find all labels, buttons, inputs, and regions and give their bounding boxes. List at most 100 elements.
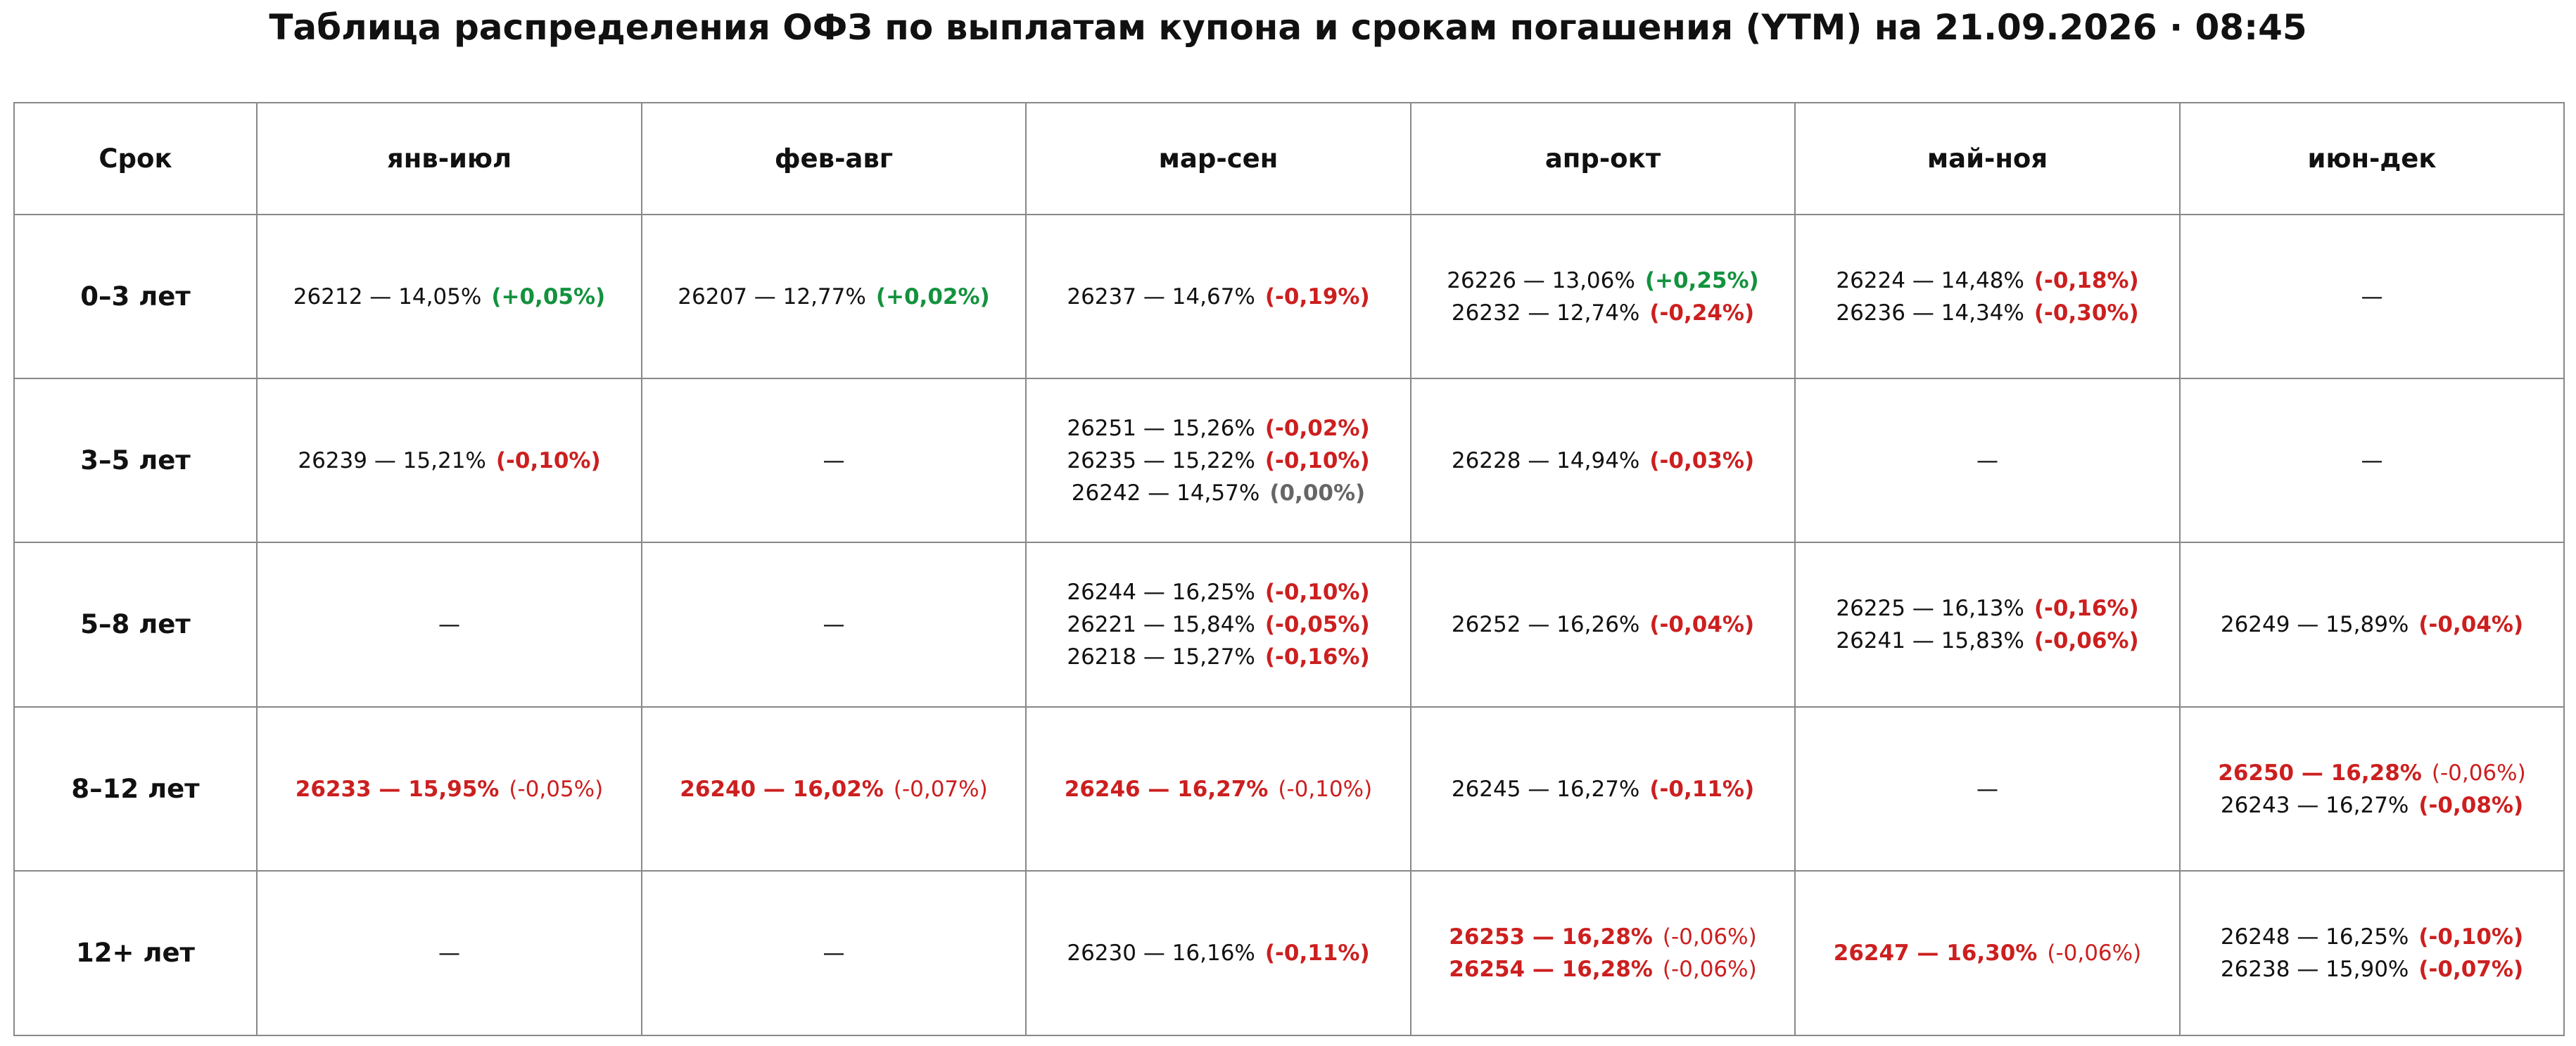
bond-entry: 26230 — 16,16% (-0,11%) <box>1067 937 1369 969</box>
bond-entry: 26226 — 13,06% (+0,25%) <box>1447 264 1758 297</box>
bond-entry: 26253 — 16,28% (-0,06%) <box>1449 921 1756 953</box>
bond-entry: 26248 — 16,25% (-0,10%) <box>2221 921 2523 953</box>
cell: 26246 — 16,27% (-0,10%) <box>1027 708 1411 872</box>
bond-yield: 26221 — 15,84% <box>1067 612 1255 637</box>
empty-cell: — <box>1796 379 2181 543</box>
bond-entry: 26252 — 16,26% (-0,04%) <box>1452 608 1754 641</box>
bond-entry: 26241 — 15,83% (-0,06%) <box>1836 625 2138 657</box>
yield-change: (-0,04%) <box>1649 612 1755 637</box>
bond-entry: 26246 — 16,27% (-0,10%) <box>1065 773 1372 805</box>
row-label: 3–5 лет <box>15 379 258 543</box>
bond-yield: 26248 — 16,25% <box>2220 924 2409 950</box>
bond-entry: 26243 — 16,27% (-0,08%) <box>2221 789 2523 822</box>
header-cell: июн-дек <box>2181 103 2565 215</box>
bond-yield: 26238 — 15,90% <box>2220 957 2409 982</box>
bond-entry: 26235 — 15,22% (-0,10%) <box>1067 445 1369 477</box>
bond-entry: 26242 — 14,57% (0,00%) <box>1072 477 1365 509</box>
yield-change: (-0,11%) <box>1649 776 1755 802</box>
bond-entry: 26250 — 16,28% (-0,06%) <box>2218 757 2525 789</box>
yield-change: (-0,10%) <box>1278 776 1373 802</box>
bond-entry: 26232 — 12,74% (-0,24%) <box>1452 297 1754 329</box>
yield-change: (-0,07%) <box>2418 957 2524 982</box>
yield-change: (-0,02%) <box>1264 415 1370 441</box>
row-label: 12+ лет <box>15 872 258 1036</box>
empty-cell: — <box>642 872 1027 1036</box>
bond-entry: 26224 — 14,48% (-0,18%) <box>1836 264 2138 297</box>
bond-entry: 26251 — 15,26% (-0,02%) <box>1067 412 1369 445</box>
empty-cell: — <box>2181 215 2565 379</box>
row-label: 5–8 лет <box>15 543 258 708</box>
bond-yield: 26212 — 14,05% <box>293 283 482 310</box>
empty-cell: — <box>258 872 642 1036</box>
yield-change: (-0,19%) <box>1264 283 1370 310</box>
yield-change: (+0,05%) <box>491 283 606 310</box>
bond-entry: 26221 — 15,84% (-0,05%) <box>1067 608 1369 641</box>
yield-change: (-0,10%) <box>495 447 601 473</box>
yield-change: (-0,06%) <box>1662 924 1757 950</box>
cell: 26233 — 15,95% (-0,05%) <box>258 708 642 872</box>
header-cell: янв-июл <box>258 103 642 215</box>
yield-change: (-0,10%) <box>2418 924 2524 950</box>
header-cell: апр-окт <box>1411 103 1796 215</box>
header-cell: фев-авг <box>642 103 1027 215</box>
bond-yield: 26253 — 16,28% <box>1449 924 1653 950</box>
yield-change: (-0,05%) <box>509 776 604 802</box>
bond-yield: 26228 — 14,94% <box>1451 447 1640 473</box>
bond-yield: 26224 — 14,48% <box>1836 267 2024 293</box>
cell: 26239 — 15,21% (-0,10%) <box>258 379 642 543</box>
bond-yield: 26242 — 14,57% <box>1071 480 1260 506</box>
bond-yield: 26254 — 16,28% <box>1449 957 1653 982</box>
bond-entry: 26244 — 16,25% (-0,10%) <box>1067 576 1369 608</box>
bond-yield: 26243 — 16,27% <box>2220 792 2409 818</box>
cell: 26244 — 16,25% (-0,10%) 26221 — 15,84% (-0,… <box>1027 543 1411 708</box>
yield-change: (-0,10%) <box>1264 580 1370 605</box>
table: Срок янв-июл фев-авг мар-сен апр-окт май-ноя и… <box>13 102 2565 1036</box>
yield-change: (-0,16%) <box>1264 644 1370 670</box>
cell: 26237 — 14,67% (-0,19%) <box>1027 215 1411 379</box>
cell: 26249 — 15,89% (-0,04%) <box>2181 543 2565 708</box>
yield-change: (0,00%) <box>1269 480 1366 506</box>
bond-yield: 26252 — 16,26% <box>1451 612 1640 637</box>
bond-yield: 26245 — 16,27% <box>1451 776 1640 802</box>
header-cell: мар-сен <box>1027 103 1411 215</box>
yield-change: (-0,24%) <box>1649 300 1755 326</box>
bond-yield: 26237 — 14,67% <box>1067 283 1255 310</box>
yield-change: (-0,06%) <box>2033 628 2139 653</box>
yield-change: (-0,18%) <box>2033 267 2139 293</box>
bond-yield: 26218 — 15,27% <box>1067 644 1255 670</box>
cell: 26240 — 16,02% (-0,07%) <box>642 708 1027 872</box>
bond-yield: 26236 — 14,34% <box>1836 300 2024 326</box>
bond-yield: 26225 — 16,13% <box>1836 596 2024 621</box>
header-cell: Срок <box>15 103 258 215</box>
empty-cell: — <box>258 543 642 708</box>
bond-entry: 26239 — 15,21% (-0,10%) <box>298 445 600 477</box>
bond-entry: 26218 — 15,27% (-0,16%) <box>1067 641 1369 673</box>
yield-change: (-0,08%) <box>2418 792 2524 818</box>
yield-change: (-0,16%) <box>2033 596 2139 621</box>
bond-entry: 26247 — 16,30% (-0,06%) <box>1834 937 2141 969</box>
cell: 26250 — 16,28% (-0,06%) 26243 — 16,27% (-0,… <box>2181 708 2565 872</box>
bond-entry: 26249 — 15,89% (-0,04%) <box>2221 608 2523 641</box>
yield-change: (-0,06%) <box>1662 957 1757 982</box>
bond-entry: 26240 — 16,02% (-0,07%) <box>680 773 987 805</box>
cell: 26226 — 13,06% (+0,25%) 26232 — 12,74% (-0,… <box>1411 215 1796 379</box>
cell: 26225 — 16,13% (-0,16%) 26241 — 15,83% (-0,… <box>1796 543 2181 708</box>
yield-change: (-0,05%) <box>1264 612 1370 637</box>
bond-yield: 26233 — 15,95% <box>295 776 500 802</box>
yield-change: (-0,10%) <box>1264 447 1370 473</box>
row-label: 0–3 лет <box>15 215 258 379</box>
empty-cell: — <box>642 543 1027 708</box>
yield-change: (-0,11%) <box>1264 940 1370 966</box>
bond-entry: 26236 — 14,34% (-0,30%) <box>1836 297 2138 329</box>
cell: 26230 — 16,16% (-0,11%) <box>1027 872 1411 1036</box>
bond-yield: 26235 — 15,22% <box>1067 447 1255 473</box>
yield-change: (-0,03%) <box>1649 447 1755 473</box>
header-cell: май-ноя <box>1796 103 2181 215</box>
cell: 26247 — 16,30% (-0,06%) <box>1796 872 2181 1036</box>
cell: 26207 — 12,77% (+0,02%) <box>642 215 1027 379</box>
row-label: 8–12 лет <box>15 708 258 872</box>
bond-yield: 26249 — 15,89% <box>2220 612 2409 637</box>
yield-change: (-0,06%) <box>2047 940 2142 966</box>
bond-yield: 26250 — 16,28% <box>2218 760 2422 786</box>
